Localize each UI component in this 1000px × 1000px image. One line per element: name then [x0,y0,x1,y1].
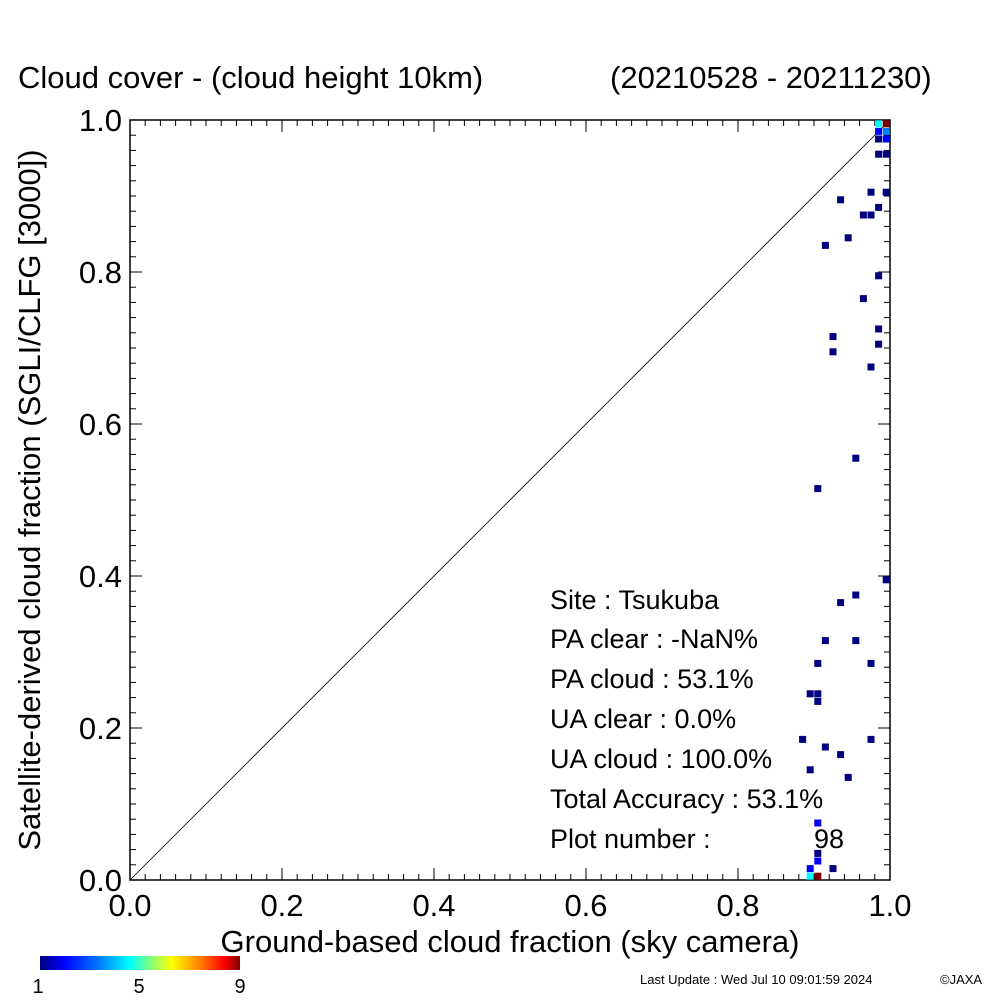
data-point [821,241,829,249]
data-point [799,735,807,743]
y-tick-label: 0.6 [79,407,122,442]
color-bar-gradient [40,956,240,970]
stat-site: Site : Tsukuba [550,585,720,615]
data-points [799,120,890,880]
data-point [814,485,822,493]
y-tick-label: 0.0 [79,863,122,898]
stat-plot-number-value: 98 [814,824,844,854]
x-tick-label: 0.8 [716,888,759,923]
data-point [867,211,875,219]
data-point [852,637,860,645]
data-point [875,127,883,135]
y-axis-label: Satellite-derived cloud fraction (SGLI/C… [12,149,47,850]
color-bar-max-label: 9 [234,976,245,998]
data-point [814,819,822,827]
data-point [882,127,890,135]
data-point [867,363,875,371]
data-point [875,120,883,128]
x-tick-label: 0.4 [412,888,455,923]
data-point [806,865,814,873]
axis-ticks: 0.0 0.2 0.4 0.6 0.8 1.0 0.0 0.2 0.4 0.6 0.8 1.0 [79,103,912,923]
data-point [882,120,890,128]
data-point [814,690,822,698]
data-point [859,211,867,219]
one-to-one-line [129,119,891,881]
data-point [875,340,883,348]
data-point [875,150,883,158]
data-point [875,272,883,280]
data-point [859,295,867,303]
x-tick-label: 0.6 [564,888,607,923]
color-bar-min-label: 1 [32,976,43,998]
data-point [867,735,875,743]
stat-ua-cloud: UA cloud : 100.0% [550,744,772,774]
data-point [867,188,875,196]
data-point [814,872,822,880]
data-point [882,576,890,584]
stat-plot-number-label: Plot number : [550,824,711,854]
data-point [829,865,837,873]
chart-period: (20210528 - 20211230) [610,60,932,95]
stat-pa-cloud: PA cloud : 53.1% [550,664,754,694]
stat-pa-clear: PA clear : -NaN% [550,624,758,654]
data-point [882,188,890,196]
data-point [837,599,845,607]
data-point [806,766,814,774]
data-point [806,872,814,880]
data-point [814,857,822,865]
y-tick-label: 0.4 [79,559,122,594]
data-point [821,743,829,751]
data-point [814,659,822,667]
x-tick-label: 0.0 [108,888,151,923]
data-point [814,849,822,857]
y-tick-label: 0.8 [79,255,122,290]
x-tick-label: 0.2 [260,888,303,923]
data-point [837,196,845,204]
copyright-text: ©JAXA [940,972,982,987]
data-point [882,150,890,158]
data-point [882,135,890,143]
data-point [814,697,822,705]
data-point [875,135,883,143]
stat-ua-clear: UA clear : 0.0% [550,704,736,734]
y-tick-label: 1.0 [79,103,122,138]
stat-total-accuracy: Total Accuracy : 53.1% [550,784,823,814]
data-point [852,591,860,599]
stats-block: Site : Tsukuba PA clear : -NaN% PA cloud… [550,585,844,854]
data-point [844,234,852,242]
data-point [829,348,837,356]
x-axis-label: Ground-based cloud fraction (sky camera) [221,924,800,959]
color-bar: 1 5 9 [32,956,246,998]
x-tick-label: 1.0 [868,888,911,923]
data-point [844,773,852,781]
data-point [875,203,883,211]
data-point [852,454,860,462]
last-update-text: Last Update : Wed Jul 10 09:01:59 2024 [640,972,872,987]
data-point [837,751,845,759]
data-point [875,325,883,333]
data-point [867,659,875,667]
data-point [806,690,814,698]
y-tick-label: 0.2 [79,711,122,746]
chart-title: Cloud cover - (cloud height 10km) [18,60,483,95]
data-point [821,637,829,645]
data-point [829,333,837,341]
color-bar-mid-label: 5 [133,976,144,998]
